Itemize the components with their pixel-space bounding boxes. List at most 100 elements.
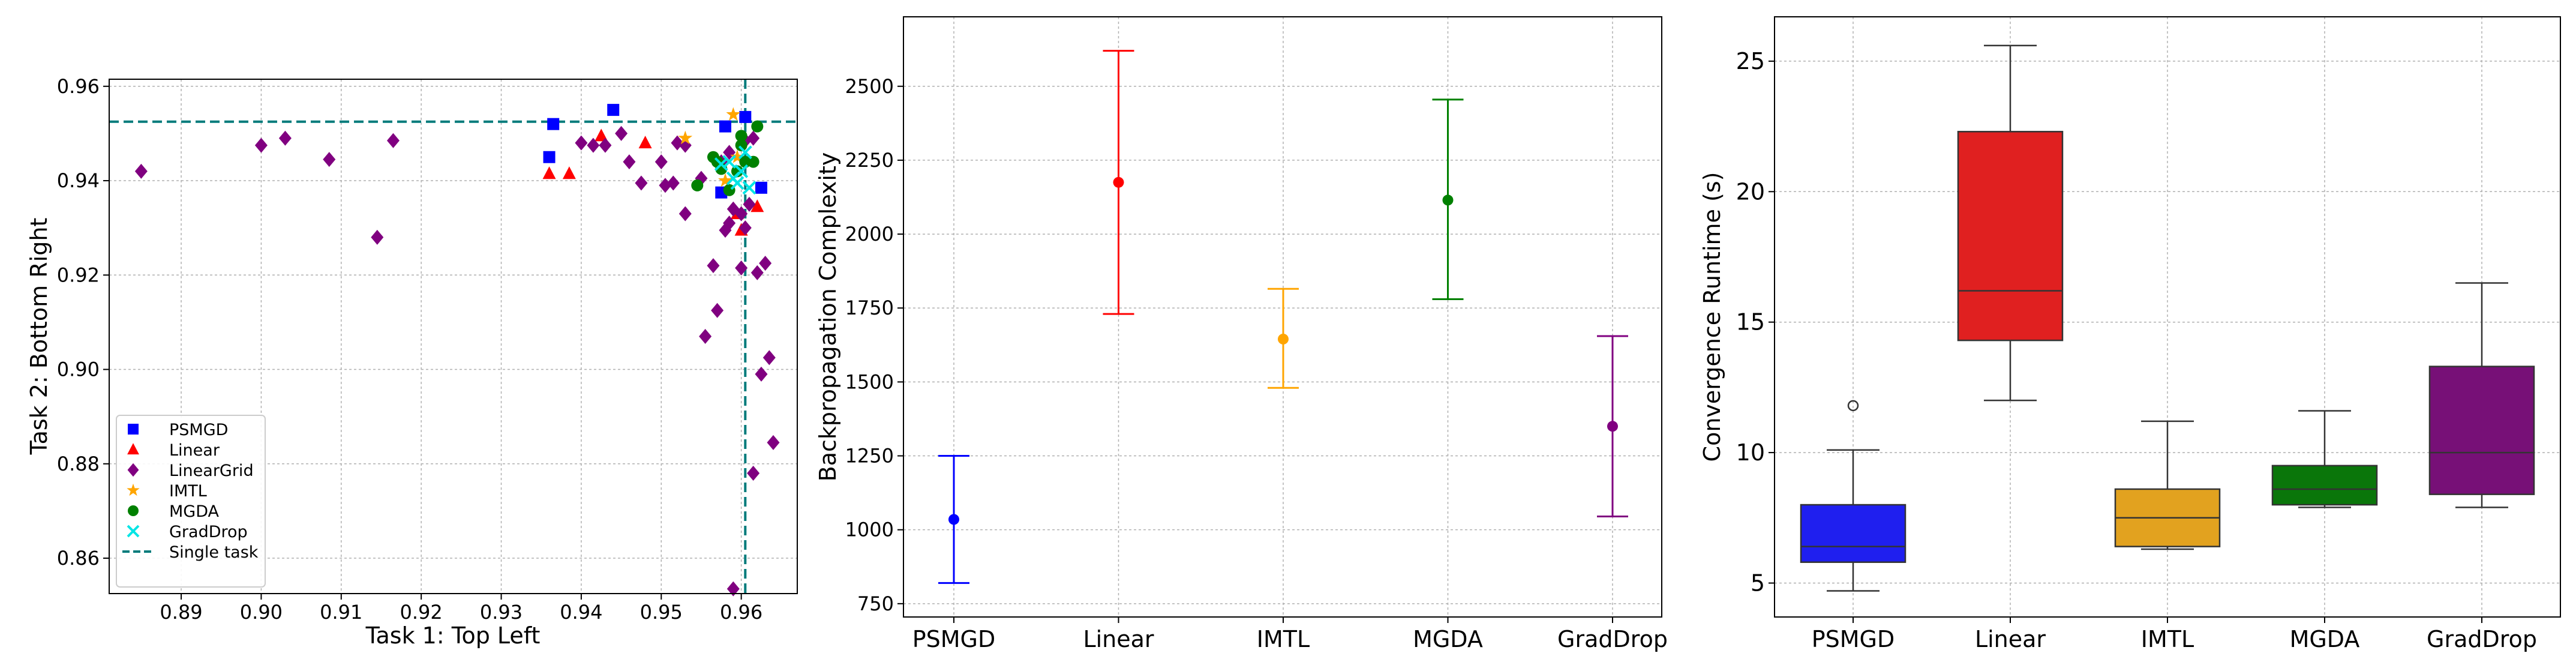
scatter-point-lineargrid xyxy=(762,350,776,366)
legend-marker-lineargrid xyxy=(127,463,139,477)
scatter-point-imtl xyxy=(678,130,693,145)
scatter-point-lineargrid xyxy=(254,137,268,153)
legend-marker-imtl xyxy=(127,483,140,496)
boxplot-y-label: Convergence Runtime (s) xyxy=(1699,172,1725,462)
scatter-point-linear xyxy=(595,128,608,142)
scatter-point-lineargrid xyxy=(726,581,740,597)
x-tick-label: GradDrop xyxy=(2427,626,2537,652)
scatter-point-lineargrid xyxy=(767,435,780,450)
scatter-point-lineargrid xyxy=(575,135,588,151)
y-tick-label: 5 xyxy=(1751,570,1765,596)
scatter-point-graddrop xyxy=(734,164,749,178)
scatter-point-lineargrid xyxy=(615,125,628,141)
scatter-point-lineargrid xyxy=(743,196,756,212)
x-tick-label: MGDA xyxy=(2290,626,2360,652)
legend-label: IMTL xyxy=(169,482,207,501)
mean-point-graddrop xyxy=(1607,421,1618,432)
x-tick-label: IMTL xyxy=(2141,626,2194,652)
scatter-point-lineargrid xyxy=(711,302,724,318)
mean-point-linear xyxy=(1113,176,1124,188)
scatter-point-psmgd xyxy=(607,104,620,116)
box-graddrop xyxy=(2428,366,2535,495)
scatter-point-psmgd xyxy=(739,110,752,123)
scatter-y-label: Task 2: Bottom Right xyxy=(26,218,52,456)
boxplot-marks xyxy=(1800,44,2535,592)
errorbar-panel: 750 1000 1250 1500 1750 2000 2250 2500 PSMGD Line… xyxy=(815,16,1668,652)
y-tick-label: 1250 xyxy=(845,445,894,468)
scatter-point-graddrop xyxy=(722,155,737,169)
scatter-point-lineargrid xyxy=(134,163,148,179)
mean-point-mgda xyxy=(1442,194,1454,206)
legend-label: PSMGD xyxy=(169,421,228,439)
x-tick-label: 0.94 xyxy=(560,601,602,624)
x-tick-label: 0.96 xyxy=(720,601,762,624)
scatter-point-lineargrid xyxy=(747,130,760,146)
scatter-point-graddrop-stroke xyxy=(714,157,728,171)
scatter-point-lineargrid xyxy=(747,466,760,481)
y-tick-label: 0.96 xyxy=(57,75,100,98)
y-tick-label: 0.86 xyxy=(57,547,100,570)
legend-label: GradDrop xyxy=(169,523,248,541)
box-mgda xyxy=(2271,465,2378,506)
scatter-point-lineargrid xyxy=(371,229,384,245)
scatter-point-lineargrid xyxy=(699,329,712,344)
x-tick-label: PSMGD xyxy=(1812,626,1895,652)
scatter-point-lineargrid xyxy=(654,154,668,170)
errorbar-marks xyxy=(938,50,1628,584)
legend-marker-psmgd xyxy=(128,424,139,435)
y-tick-label: 2000 xyxy=(845,223,894,245)
scatter-point-lineargrid xyxy=(278,130,292,146)
y-tick-label: 10 xyxy=(1736,439,1765,466)
scatter-point-mgda xyxy=(735,139,747,152)
scatter-point-mgda xyxy=(691,179,704,191)
scatter-point-imtl xyxy=(730,149,744,163)
y-tick-label: 1750 xyxy=(845,296,894,319)
scatter-point-graddrop xyxy=(714,157,728,171)
scatter-point-lineargrid xyxy=(735,260,748,275)
scatter-point-mgda xyxy=(751,120,764,133)
scatter-axes-frame xyxy=(109,79,798,594)
scatter-point-graddrop xyxy=(738,145,752,160)
errorbar-y-label: Backpropagation Complexity xyxy=(815,152,841,482)
scatter-x-label: Task 1: Top Left xyxy=(365,622,541,649)
boxplot-panel: 5 10 15 20 25 PSMGD Linear IMTL MGDA GradDrop Con… xyxy=(1699,16,2561,652)
legend-label: MGDA xyxy=(169,502,220,521)
scatter-point-graddrop-stroke xyxy=(730,176,744,190)
scatter-point-lineargrid xyxy=(707,258,720,274)
scatter-point-lineargrid xyxy=(623,154,636,170)
legend-marker-linear xyxy=(127,443,139,455)
scatter-point-lineargrid xyxy=(599,137,612,153)
scatter-point-lineargrid xyxy=(666,175,680,191)
scatter-point-graddrop-stroke xyxy=(742,181,756,195)
scatter-point-psmgd xyxy=(547,118,560,130)
y-tick-label: 750 xyxy=(857,592,894,615)
legend-box xyxy=(116,415,266,588)
legend-marker-graddrop-stroke xyxy=(127,525,140,538)
x-tick-label: 0.91 xyxy=(320,601,362,624)
scatter-point-lineargrid xyxy=(755,366,768,382)
box-linear xyxy=(1957,131,2064,342)
scatter-point-linear xyxy=(638,136,652,149)
mean-point-psmgd xyxy=(948,514,959,525)
scatter-point-mgda xyxy=(735,130,747,142)
scatter-point-lineargrid xyxy=(323,152,336,167)
y-tick-label: 0.94 xyxy=(57,169,100,192)
x-tick-label: IMTL xyxy=(1257,626,1310,652)
x-tick-label: 0.90 xyxy=(240,601,283,624)
y-tick-label: 25 xyxy=(1736,48,1765,74)
scatter-point-lineargrid xyxy=(735,206,748,221)
scatter-panel: 0.89 0.90 0.91 0.92 0.93 0.94 0.95 0.96 0.86 0.88… xyxy=(26,75,798,649)
scatter-point-psmgd xyxy=(543,151,556,163)
errorbar-ticks: 750 1000 1250 1500 1750 2000 2250 2500 PSMGD Line… xyxy=(845,75,1668,652)
x-tick-label: GradDrop xyxy=(1557,626,1668,652)
scatter-point-psmgd xyxy=(719,120,731,133)
scatter-point-psmgd xyxy=(755,181,767,194)
mean-point-imtl xyxy=(1278,333,1289,345)
legend-label: Single task xyxy=(169,543,259,562)
x-tick-label: 0.92 xyxy=(400,601,443,624)
scatter-point-lineargrid xyxy=(587,137,600,153)
scatter-point-graddrop-stroke xyxy=(734,164,749,178)
scatter-point-lineargrid xyxy=(635,175,648,191)
